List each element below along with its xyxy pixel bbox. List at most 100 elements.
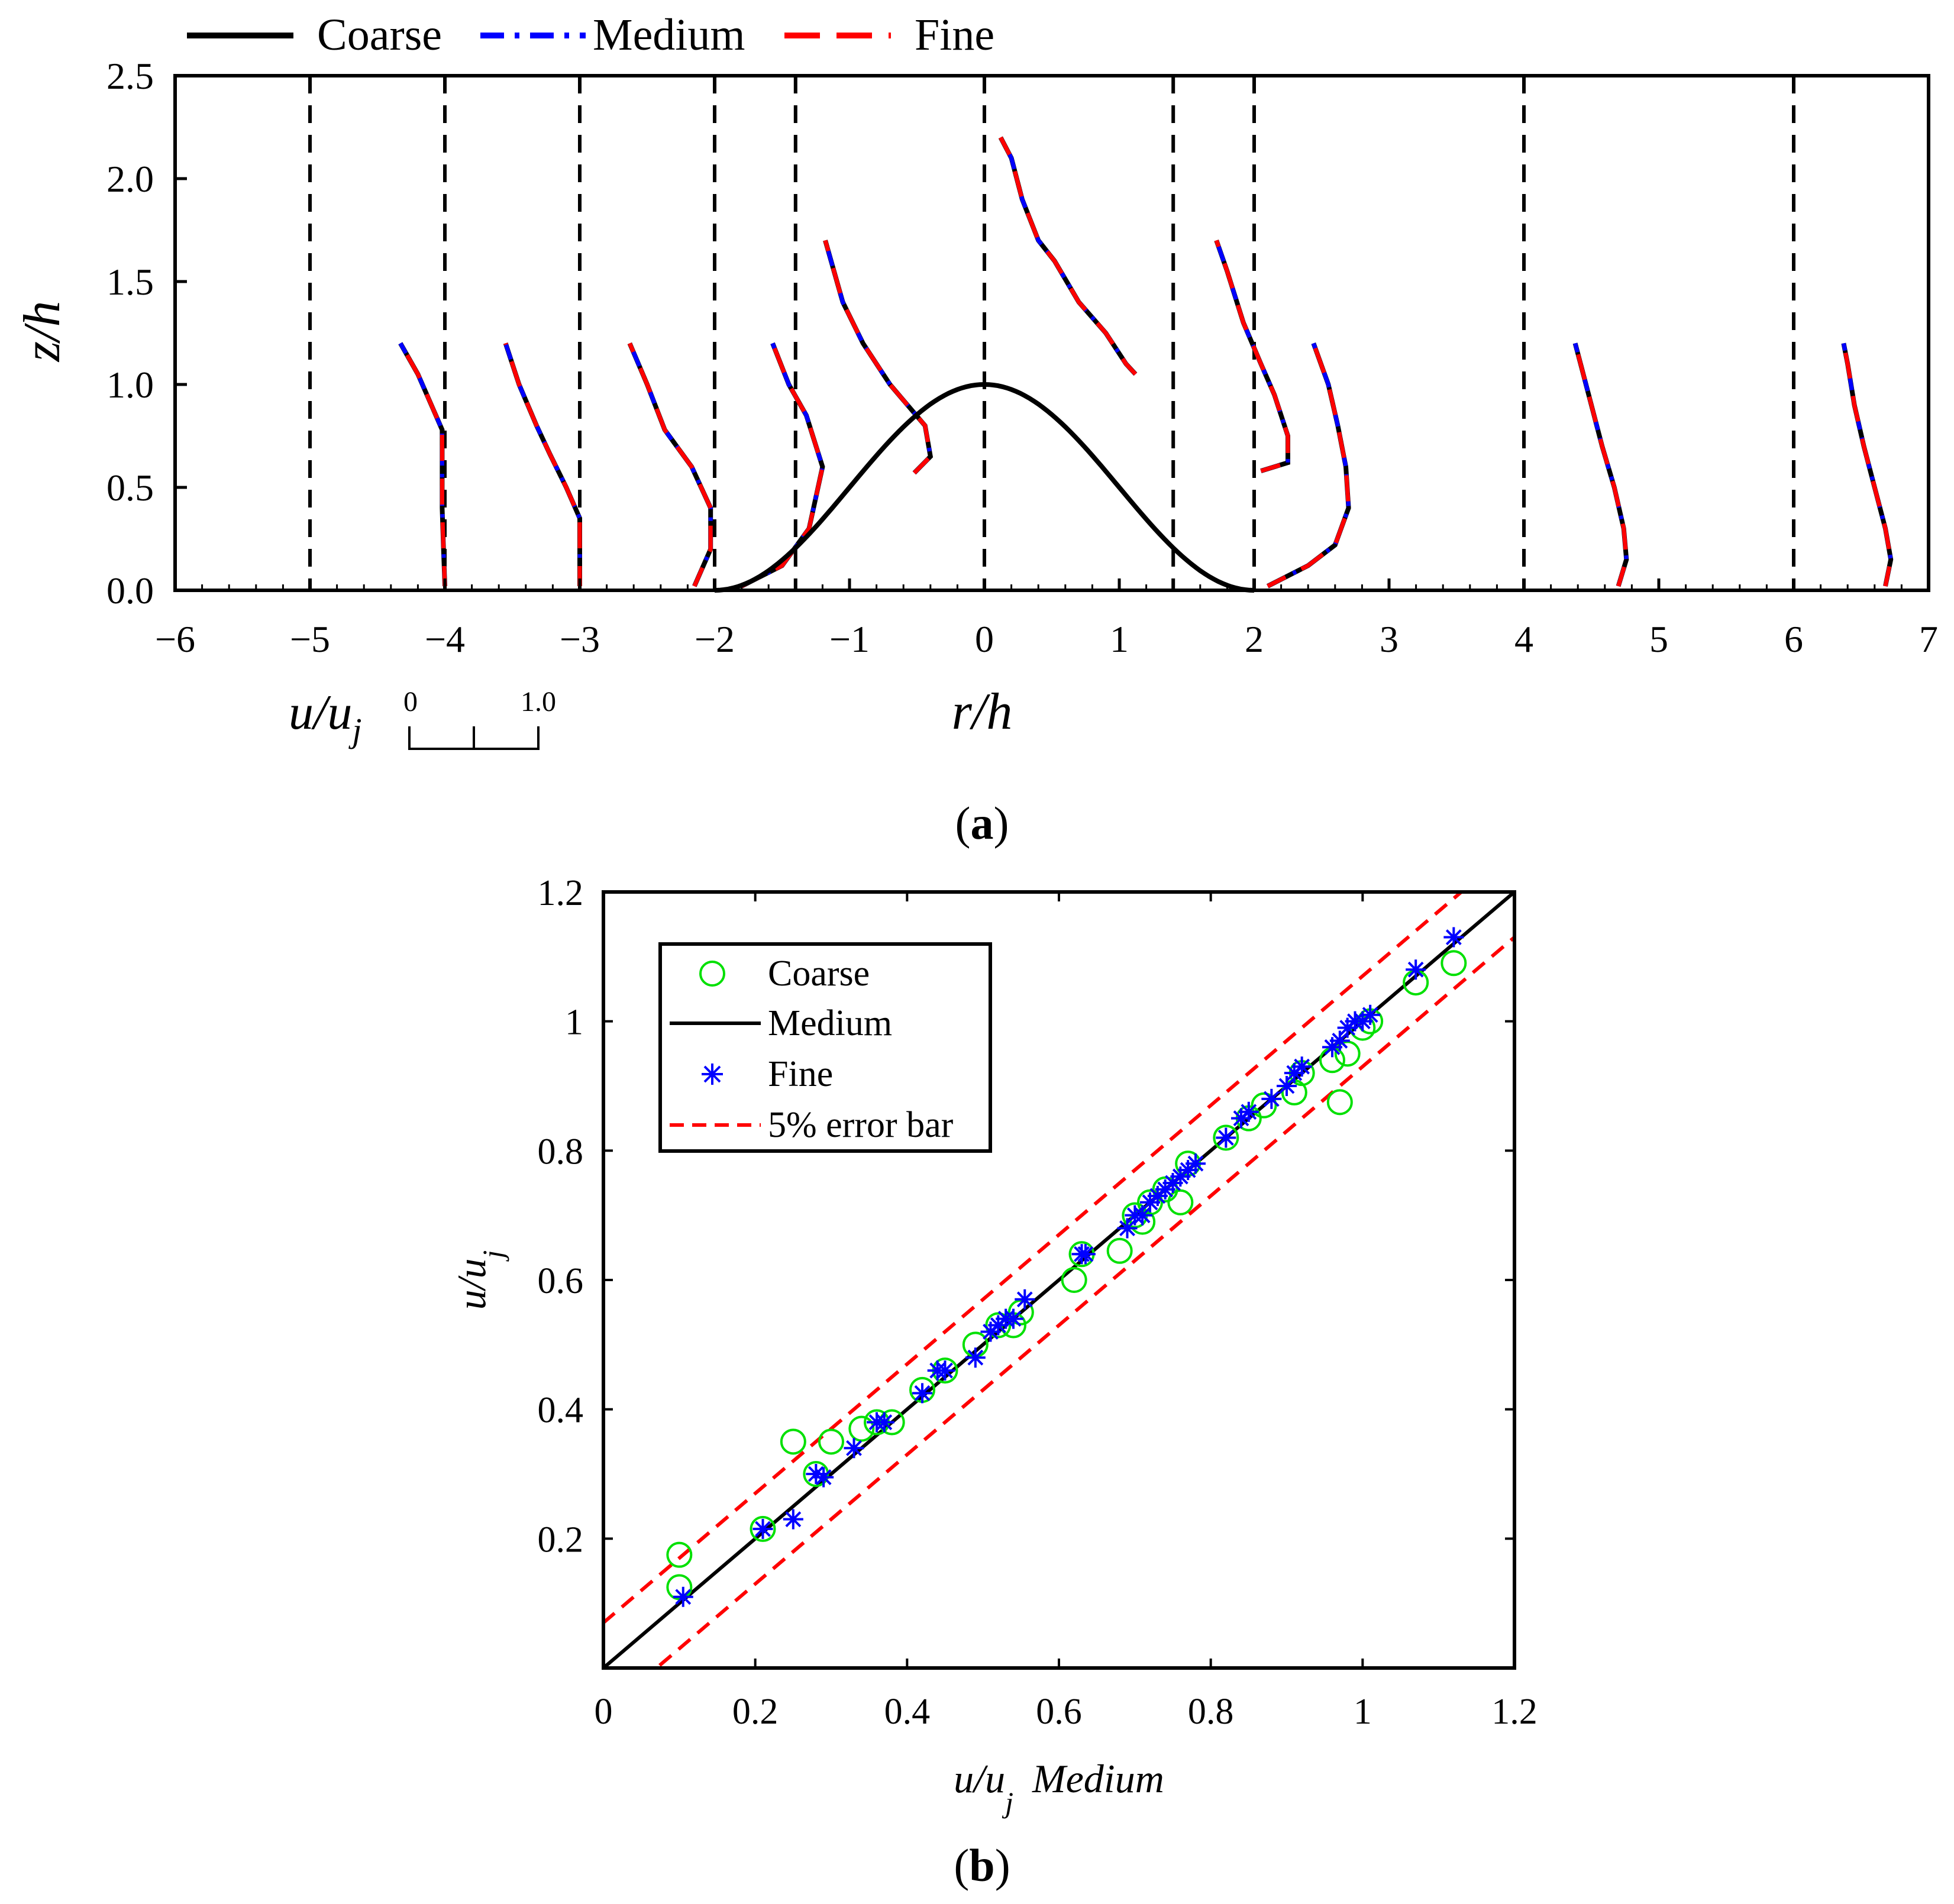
legend-a-coarse-label: Coarse [317,10,442,60]
profile-station [1841,342,1894,587]
coarse-point [750,1515,776,1542]
x-tick-label-a: 6 [1784,618,1803,660]
fine-point [1238,1101,1259,1122]
panel-a: Coarse Medium Fine −6 −5 −4 −3 −2 −1 0 1 2 3 4 5 6 7 … [14,10,1938,849]
hill-profile [714,382,1255,593]
x-tick-label-b: 0.8 [1188,1692,1234,1732]
plot-area-a: −6 −5 −4 −3 −2 −1 0 1 2 3 4 5 6 7 0.0 0.5 1.0 1.5 2.0 2.5 [106,55,1938,660]
y-tick-label-b: 1.2 [538,873,584,913]
fine-point [813,1467,834,1488]
caption-b: (b) [954,1840,1010,1891]
coarse-point [1167,1189,1194,1216]
coarse-point [1326,1089,1353,1116]
legend-a-fine-label: Fine [915,10,994,60]
error-bar-line [603,892,1464,1625]
legend-b-item-medium: Medium [670,1003,892,1043]
x-tick-label-a: −3 [560,618,600,660]
fine-point [783,1509,803,1530]
x-tick-label-a: −2 [695,618,735,660]
profile-medium [823,240,933,475]
profile-fine [999,136,1137,376]
profile-medium [628,342,713,587]
legend-b-fine-label: Fine [768,1054,833,1094]
profile-station [1572,342,1629,587]
profile-fine [628,342,713,587]
y-tick-label-a: 0.5 [106,467,154,509]
coarse-point [1106,1237,1133,1264]
coarse-point [1441,950,1467,977]
x-tick-label-b: 1.2 [1491,1692,1538,1732]
x-tick-label-a: 2 [1245,618,1264,660]
x-tick-label-a: 5 [1649,618,1668,660]
x-tick-label-b: 0.2 [732,1692,779,1732]
x-axis-title-b-main: u/u [954,1756,1005,1801]
y-tick-label-a: 1.5 [106,261,154,303]
x-tick-label-b: 1 [1354,1692,1372,1732]
x-tick-label-a: −1 [829,618,870,660]
x-axis-title-b: u/ujMedium [954,1756,1164,1819]
profile-fine [823,240,933,475]
profile-fine [1267,342,1351,589]
x-tick-label-a: 1 [1110,618,1129,660]
coarse-point [666,1574,693,1601]
profile-coarse [398,342,447,587]
fine-point [1277,1076,1297,1096]
scale-bar-start: 0 [403,686,418,717]
x-tick-label-a: 3 [1380,618,1399,660]
y-axis-a: 0.0 0.5 1.0 1.5 2.0 2.5 [106,55,187,612]
fine-point [1015,1289,1035,1310]
caption-b-letter: b [969,1840,994,1891]
x-axis-a: −6 −5 −4 −3 −2 −1 0 1 2 3 4 5 6 7 [155,578,1938,660]
y-tick-label-a: 2.5 [106,55,154,97]
fine-point [806,1464,826,1484]
scale-bar-label: u/uj [289,685,361,749]
profile-medium [1573,342,1629,587]
profile-medium [741,342,825,589]
velocity-profiles [398,136,1894,589]
legend-a-item-medium: Medium [480,10,745,60]
profile-fine [1841,342,1893,587]
caption-a: (a) [955,797,1009,849]
legend-b-item-fine: Fine [702,1054,833,1094]
y-axis-title-b: u/uj [449,1250,509,1310]
profile-medium [503,342,582,586]
profile-station [627,342,713,587]
fine-point [965,1347,986,1368]
y-axis-b: 0.2 0.4 0.6 0.8 1 1.2 [538,873,1514,1560]
x-tick-label-b: 0.4 [884,1692,931,1732]
profile-medium [999,136,1137,376]
fine-point [752,1518,773,1539]
profile-station [1214,240,1290,474]
profile-station [503,342,582,586]
legend-b-coarse-label: Coarse [768,953,870,994]
fine-point [935,1360,955,1381]
fine-point [1329,1030,1350,1051]
coarse-point [1061,1267,1087,1293]
legend-b-fine-marker [702,1063,723,1085]
x-tick-label-b: 0 [595,1692,613,1732]
x-axis-title-a: r/h [952,683,1013,741]
profile-fine [1214,240,1290,473]
legend-a-medium-label: Medium [593,10,745,60]
plot-frame-a [173,74,1930,592]
fine-point [1117,1218,1138,1239]
panel-b: 0 0.2 0.4 0.6 0.8 1 1.2 0.2 0.4 0.6 0.8 1 1.2 Coars… [449,873,1538,1891]
profile-coarse [823,240,934,475]
legend-b: Coarse Medium Fine 5% error bar [658,942,992,1153]
fine-point [912,1383,932,1404]
coarse-point [1251,1092,1277,1119]
y-tick-label-b: 1 [565,1003,583,1043]
profile-coarse [627,342,713,587]
profile-medium [1841,342,1893,587]
legend-b-item-error: 5% error bar [670,1105,954,1145]
caption-a-letter: a [971,797,994,849]
profile-station [823,240,934,475]
profile-fine [503,342,582,586]
legend-a: Coarse Medium Fine [187,10,994,60]
fine-point [844,1438,864,1459]
scale-bar-label-main: u/u [289,685,352,740]
legend-b-error-label: 5% error bar [768,1105,954,1145]
fine-points [673,927,1464,1607]
y-tick-label-b: 0.6 [538,1261,584,1301]
